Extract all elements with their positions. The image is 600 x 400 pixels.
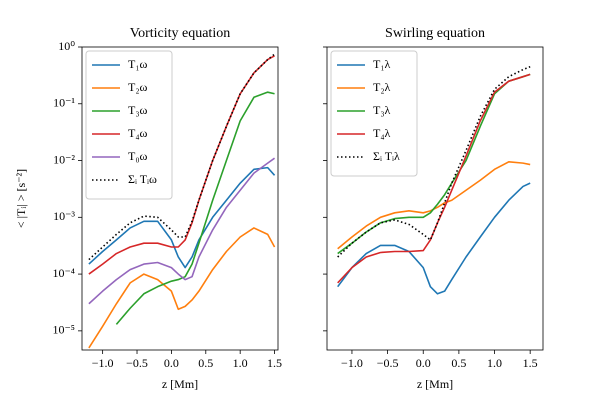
series-line xyxy=(115,91,275,325)
legend-label: T₃ω xyxy=(128,103,148,117)
plot-lines xyxy=(88,53,276,349)
series-line xyxy=(88,55,275,275)
series-line xyxy=(337,182,531,295)
y-tick-label: 10⁰ xyxy=(58,39,75,53)
subplot-title: Swirling equation xyxy=(385,26,485,41)
subplot-title: Vorticity equation xyxy=(130,26,230,41)
axes-frame xyxy=(81,46,279,351)
series-line xyxy=(88,166,276,269)
y-tick-label: 10⁻⁵ xyxy=(52,323,75,337)
x-tick-label: 0.5 xyxy=(451,356,466,370)
y-tick-label: 10⁻³ xyxy=(53,209,75,223)
legend-label: T₄ω xyxy=(128,126,148,140)
y-axis-label: < |Tᵢ| > [s⁻²] xyxy=(14,169,28,228)
axes-frame xyxy=(326,46,544,351)
series-line xyxy=(337,161,531,250)
legend-label: T₂ω xyxy=(128,80,148,94)
legend-label: T₁ω xyxy=(128,57,148,71)
x-tick-label: −1.0 xyxy=(92,356,114,370)
legend-label: T₁λ xyxy=(373,57,391,71)
x-tick-label: −1.0 xyxy=(341,356,363,370)
series-line xyxy=(88,157,276,305)
x-tick-label: 1.0 xyxy=(487,356,502,370)
x-tick-label: 0.5 xyxy=(198,356,213,370)
plot-lines xyxy=(337,65,531,295)
x-axis-label: z [Mm] xyxy=(417,377,453,391)
x-tick-label: 1.5 xyxy=(523,356,538,370)
subplot: Vorticity equation z [Mm] < |Tᵢ| > [s⁻²] −1… xyxy=(14,26,282,391)
y-tick-label: 10⁻⁴ xyxy=(52,266,75,280)
legend-label: Σᵢ Tᵢλ xyxy=(373,149,400,163)
subplot: Swirling equation z [Mm] −1.0 −0.5 0.0 0.5 1.0… xyxy=(323,26,544,391)
x-tick-label: −0.5 xyxy=(377,356,399,370)
legend-label: Σᵢ Tᵢω xyxy=(128,172,157,186)
x-tick-label: 0.0 xyxy=(164,356,179,370)
x-tick-label: −0.5 xyxy=(126,356,148,370)
x-tick-label: 1.5 xyxy=(267,356,282,370)
legend-box xyxy=(330,50,418,177)
series-line xyxy=(88,53,276,261)
x-axis-label: z [Mm] xyxy=(162,377,198,391)
legend-label: T₂λ xyxy=(373,80,391,94)
series-line xyxy=(88,227,276,349)
legend: T₁λ T₂λ T₃λ T₄λ Σᵢ Tᵢλ xyxy=(330,50,418,177)
x-tick-label: 0.0 xyxy=(416,356,431,370)
series-line xyxy=(337,65,531,258)
y-tick-label: 10⁻¹ xyxy=(53,96,75,110)
y-tick-label: 10⁻² xyxy=(53,152,75,166)
legend-label: T₀ω xyxy=(128,149,148,163)
legend: T₁ω T₂ω T₃ω T₄ω T₀ω Σᵢ Tᵢω xyxy=(85,50,173,200)
x-tick-label: 1.0 xyxy=(233,356,248,370)
legend-label: T₄λ xyxy=(373,126,391,140)
legend-label: T₃λ xyxy=(373,103,391,117)
